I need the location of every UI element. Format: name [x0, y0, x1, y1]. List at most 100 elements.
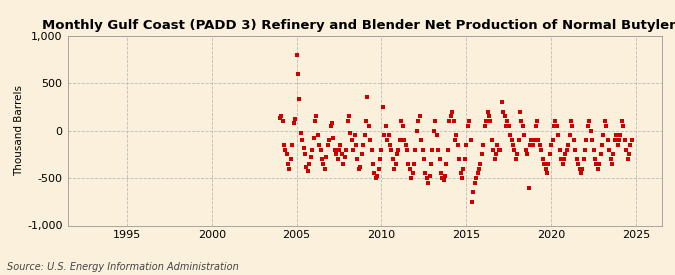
Point	[622, 157, 633, 161]
Point	[413, 119, 424, 123]
Point	[513, 138, 524, 142]
Point	[359, 133, 370, 138]
Point	[474, 166, 485, 171]
Point	[495, 147, 506, 152]
Point	[341, 147, 352, 152]
Point	[469, 181, 480, 185]
Point	[398, 124, 408, 128]
Point	[610, 138, 620, 142]
Point	[523, 185, 534, 190]
Point	[506, 138, 517, 142]
Point	[325, 124, 336, 128]
Point	[296, 130, 306, 135]
Point	[505, 133, 516, 138]
Point	[400, 143, 411, 147]
Point	[286, 157, 296, 161]
Point	[510, 157, 521, 161]
Point	[297, 138, 308, 142]
Point	[363, 124, 374, 128]
Point	[508, 143, 518, 147]
Point	[446, 114, 456, 119]
Point	[410, 147, 421, 152]
Point	[300, 152, 310, 156]
Point	[450, 138, 460, 142]
Point	[626, 138, 637, 142]
Point	[496, 100, 507, 104]
Point	[589, 157, 600, 161]
Point	[308, 136, 319, 141]
Point	[349, 133, 360, 138]
Point	[478, 143, 489, 147]
Point	[369, 171, 380, 175]
Point	[492, 143, 503, 147]
Point	[618, 124, 628, 128]
Point	[593, 166, 603, 171]
Point	[318, 162, 329, 166]
Point	[519, 133, 530, 138]
Point	[275, 114, 286, 119]
Point	[543, 162, 554, 166]
Point	[532, 119, 543, 123]
Point	[576, 171, 587, 175]
Point	[406, 176, 416, 180]
Point	[342, 119, 353, 123]
Point	[345, 131, 356, 136]
Point	[554, 147, 565, 152]
Point	[611, 133, 622, 138]
Point	[315, 147, 326, 152]
Point	[526, 138, 537, 142]
Point	[571, 157, 582, 161]
Point	[404, 166, 415, 171]
Point	[458, 166, 469, 171]
Point	[291, 53, 302, 57]
Point	[479, 124, 490, 128]
Point	[438, 178, 449, 182]
Point	[307, 147, 318, 152]
Point	[313, 133, 323, 138]
Point	[368, 162, 379, 166]
Point	[604, 147, 615, 152]
Point	[383, 133, 394, 138]
Point	[578, 157, 589, 161]
Point	[283, 162, 294, 166]
Point	[536, 147, 547, 152]
Point	[533, 138, 544, 142]
Point	[452, 143, 463, 147]
Point	[614, 138, 624, 142]
Title: Monthly Gulf Coast (PADD 3) Refinery and Blender Net Production of Normal Butyle: Monthly Gulf Coast (PADD 3) Refinery and…	[42, 19, 675, 32]
Point	[332, 157, 343, 161]
Point	[560, 152, 570, 156]
Point	[338, 162, 349, 166]
Point	[557, 162, 568, 166]
Point	[414, 114, 425, 119]
Point	[465, 138, 476, 142]
Point	[380, 124, 391, 128]
Point	[433, 147, 443, 152]
Point	[311, 114, 322, 119]
Point	[372, 174, 383, 178]
Point	[352, 157, 362, 161]
Point	[292, 72, 303, 76]
Point	[546, 143, 557, 147]
Point	[407, 171, 418, 175]
Point	[429, 128, 439, 133]
Point	[304, 162, 315, 166]
Point	[500, 124, 511, 128]
Point	[524, 143, 535, 147]
Point	[376, 147, 387, 152]
Point	[301, 164, 312, 169]
Point	[502, 119, 513, 123]
Point	[587, 138, 597, 142]
Point	[362, 95, 373, 100]
Point	[621, 147, 632, 152]
Point	[556, 157, 566, 161]
Point	[317, 157, 327, 161]
Point	[434, 157, 445, 161]
Point	[499, 114, 510, 119]
Point	[277, 119, 288, 123]
Point	[602, 138, 613, 142]
Point	[462, 124, 473, 128]
Point	[483, 114, 494, 119]
Point	[615, 133, 626, 138]
Point	[324, 138, 335, 142]
